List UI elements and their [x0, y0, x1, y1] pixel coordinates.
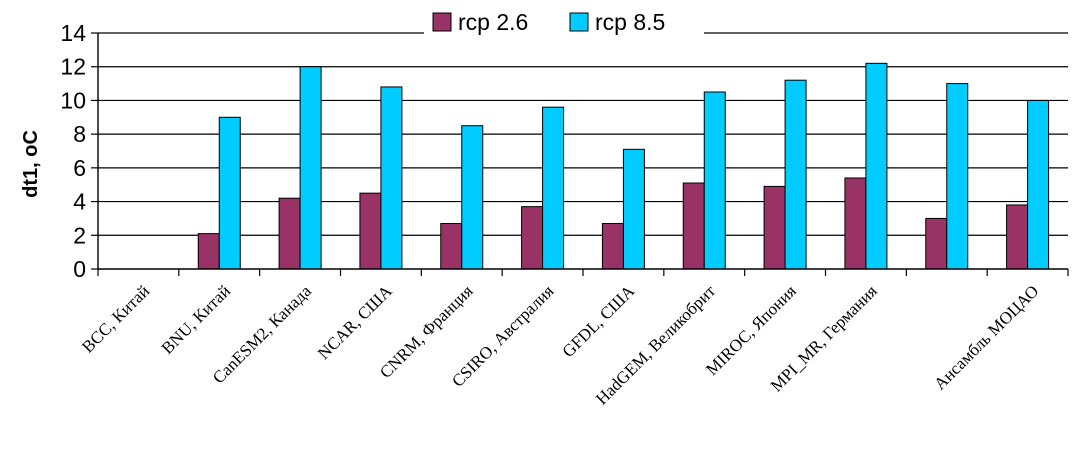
bar-rcp-8-5	[542, 106, 565, 270]
bar-rcp-2-6	[359, 192, 382, 270]
bar-rcp-2-6	[682, 182, 705, 270]
bar-rcp-8-5	[946, 83, 969, 270]
y-tick-label: 2	[73, 222, 86, 248]
y-tick-label: 12	[60, 54, 86, 80]
x-category-label: BNU, Китай	[158, 281, 234, 357]
bar-rcp-2-6	[1006, 204, 1029, 270]
bar-rcp-2-6	[278, 197, 301, 270]
y-axis-label: dt1, oC	[20, 130, 42, 198]
bar-rcp-8-5	[1027, 99, 1050, 270]
legend-label: rcp 8.5	[595, 9, 665, 35]
y-tick-label: 14	[60, 20, 86, 46]
bar-rcp-2-6	[601, 222, 624, 270]
x-category-label: Ансамбль МОЦАО	[930, 281, 1042, 393]
bar-rcp-8-5	[622, 148, 645, 270]
bar-rcp-8-5	[703, 91, 726, 270]
bar-rcp-2-6	[925, 217, 948, 270]
bar-rcp-2-6	[844, 177, 867, 270]
bar-rcp-8-5	[784, 79, 807, 270]
legend-label: rcp 2.6	[458, 9, 528, 35]
y-tick-label: 8	[73, 121, 86, 147]
bar-rcp-8-5	[218, 116, 241, 270]
bar-rcp-8-5	[380, 86, 403, 270]
bar-rcp-2-6	[521, 206, 544, 270]
y-tick-label: 10	[60, 87, 86, 113]
y-tick-label: 6	[73, 155, 86, 181]
bar-rcp-8-5	[299, 66, 322, 270]
legend-swatch	[569, 12, 589, 32]
legend-box	[424, 4, 704, 40]
bar-rcp-2-6	[197, 233, 220, 270]
gridlines	[98, 32, 1068, 236]
bars	[197, 62, 1050, 270]
bar-rcp-8-5	[461, 125, 484, 270]
y-tick-labels: 0 2 4 6 8 10 12 14	[60, 20, 86, 282]
x-category-label: GFDL, США	[559, 281, 639, 361]
legend: rcp 2.6 rcp 8.5	[424, 4, 704, 40]
x-category-label: BCC, Китай	[78, 281, 153, 356]
bar-rcp-8-5	[865, 62, 888, 270]
bar-rcp-2-6	[763, 185, 786, 270]
y-tick-label: 4	[73, 189, 86, 215]
bar-rcp-2-6	[440, 222, 463, 270]
x-category-label: NCAR, США	[314, 281, 396, 363]
y-tick-label: 0	[73, 256, 86, 282]
axes	[91, 32, 1069, 276]
legend-swatch	[432, 12, 452, 32]
